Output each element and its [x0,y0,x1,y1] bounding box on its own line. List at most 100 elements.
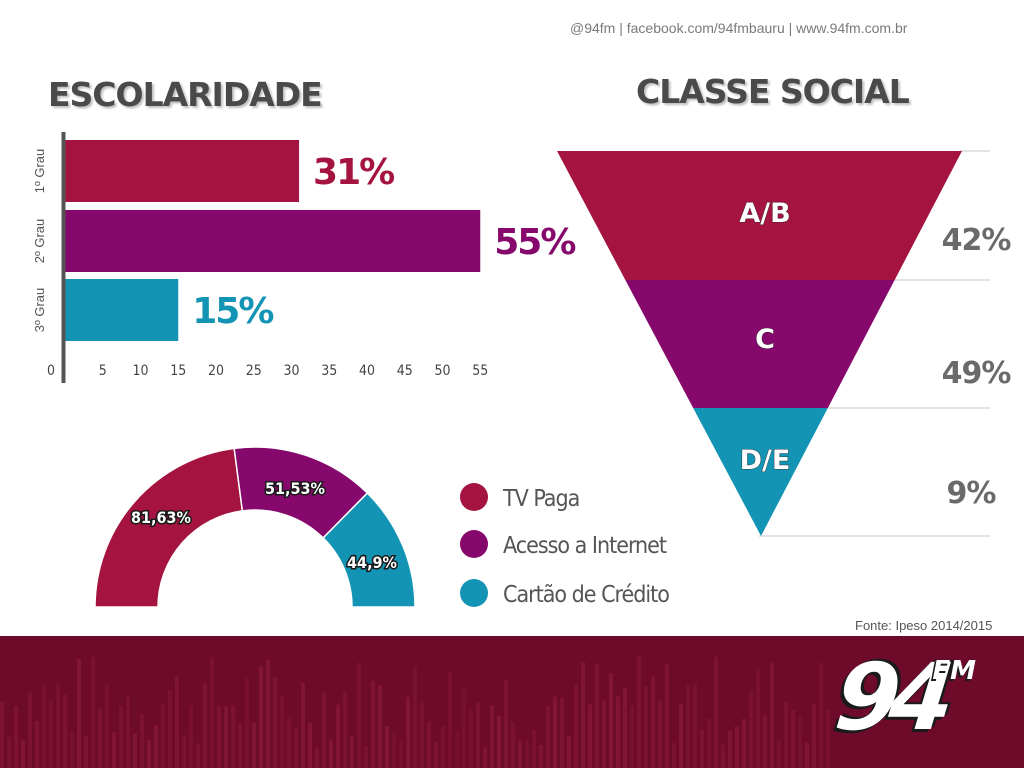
equalizer-bar [294,727,298,768]
equalizer-bar [140,714,144,768]
equalizer-bar [651,676,655,768]
equalizer-bar [231,705,235,768]
funnel-value-label: 42% [942,223,1012,258]
equalizer-bar [714,656,718,768]
equalizer-bar [245,677,249,768]
x-tick-label: 25 [246,363,262,379]
escolaridade-title: ESCOLARIDADE [48,75,323,114]
bar-value-label: 15% [192,291,273,332]
equalizer-bar [770,663,774,768]
equalizer-bar [525,740,529,768]
bar-2 [65,210,481,272]
equalizer-bar [161,703,165,768]
equalizer-bar [343,692,347,768]
equalizer-bar [336,704,340,768]
equalizer-bar [693,683,697,768]
legend-marker [460,530,488,558]
equalizer-bar [126,696,130,768]
donut-value-label: 44,9% [347,553,397,572]
equalizer-bar [49,700,53,768]
x-tick-label: 50 [434,363,450,379]
equalizer-bar [616,696,620,768]
legend-marker [460,483,488,511]
equalizer-bar [560,697,564,768]
x-tick-label: 55 [472,363,488,379]
x-tick-label: 35 [321,363,337,379]
equalizer-bar [574,685,578,768]
equalizer-bar [637,655,641,768]
equalizer-bar [252,722,256,768]
equalizer-bar [21,740,25,768]
equalizer-bar [399,740,403,768]
equalizer-bar [175,675,179,768]
equalizer-bar [777,739,781,768]
equalizer-bar [735,725,739,768]
equalizer-bar [539,745,543,768]
equalizer-bar [672,743,676,768]
equalizer-bar [273,676,277,768]
equalizer-bar [28,692,32,768]
equalizer-bar [588,704,592,768]
equalizer-bar [455,732,459,768]
source-note: Fonte: Ipeso 2014/2015 [855,618,993,633]
x-tick-label: 0 [47,363,55,379]
equalizer-bar [266,659,270,768]
equalizer-bar [553,696,557,768]
funnel-segment-1 [557,151,962,280]
equalizer-bar [469,709,473,768]
funnel-category-label: D/E [740,445,791,476]
equalizer-bar [35,720,39,768]
equalizer-bar [679,703,683,768]
bar-1 [65,140,300,202]
funnel-value-label: 9% [947,476,997,511]
equalizer-bar [826,709,830,768]
equalizer-bar [364,745,368,768]
equalizer-bar [196,743,200,768]
equalizer-bar [56,684,60,768]
funnel-value-label: 49% [942,356,1012,391]
equalizer-bar [630,706,634,768]
equalizer-bar [623,687,627,768]
equalizer-bar [728,730,732,768]
equalizer-bar [756,669,760,768]
bar-3 [65,279,179,341]
equalizer-bar [497,715,501,768]
equalizer-bar [707,718,711,768]
bar-category-label: 2º Grau [32,219,47,264]
equalizer-bar [805,742,809,768]
brand-logo: 94 FM [830,644,986,758]
donut-segment-3 [322,492,416,608]
equalizer-bar [798,716,802,768]
social-links-header: @94fm | facebook.com/94fmbauru | www.94f… [570,20,908,36]
legend-label: TV Paga [502,486,579,512]
equalizer-bar [224,706,228,768]
equalizer-bar [287,717,291,768]
x-tick-label: 30 [283,363,299,379]
equalizer-bar [133,733,137,768]
equalizer-bar [434,741,438,768]
equalizer-bar [686,685,690,768]
equalizer-bar [147,740,151,768]
funnel-category-label: C [755,324,775,355]
equalizer-bar [644,686,648,768]
equalizer-bar [609,673,613,768]
equalizer-bar [518,740,522,768]
equalizer-bar [567,736,571,768]
equalizer-decoration [0,655,830,768]
donut-value-label: 51,53% [265,479,325,498]
equalizer-bar [490,705,494,768]
equalizer-bar [91,657,95,768]
bar-value-label: 31% [313,152,394,193]
equalizer-bar [98,708,102,768]
equalizer-bar [70,731,74,768]
equalizer-bar [84,736,88,768]
x-tick-label: 45 [397,363,413,379]
equalizer-bar [308,722,312,768]
bar-category-label: 3º Grau [32,288,47,333]
equalizer-bar [791,709,795,768]
equalizer-bar [315,747,319,768]
equalizer-bar [280,695,284,768]
x-tick-label: 40 [359,363,375,379]
donut-segment-1 [94,447,244,608]
equalizer-bar [476,702,480,768]
